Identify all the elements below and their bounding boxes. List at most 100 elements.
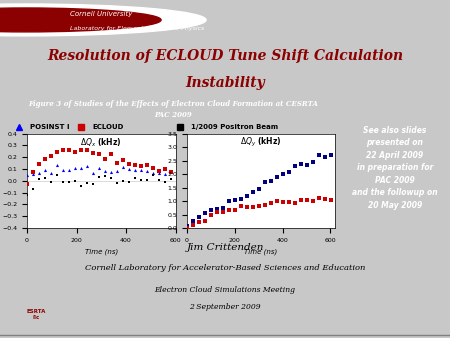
Point bbox=[113, 180, 121, 186]
Point bbox=[213, 210, 220, 215]
Point bbox=[155, 170, 162, 175]
Point bbox=[189, 218, 196, 224]
Point bbox=[108, 169, 115, 174]
Point bbox=[149, 166, 157, 171]
Text: POSINST I: POSINST I bbox=[30, 124, 70, 130]
Point bbox=[273, 174, 280, 180]
Point bbox=[183, 225, 190, 231]
Text: 2 September 2009: 2 September 2009 bbox=[189, 304, 261, 311]
Point bbox=[36, 161, 43, 166]
Point bbox=[315, 152, 322, 158]
Point bbox=[113, 168, 121, 174]
Point bbox=[167, 170, 175, 175]
Text: Figure 3 of Studies of the Effects of Electron Cloud Formation at CESRTA: Figure 3 of Studies of the Effects of El… bbox=[28, 99, 318, 107]
Text: ESRTA
ilc: ESRTA ilc bbox=[26, 309, 46, 320]
Point bbox=[95, 165, 103, 171]
Point bbox=[65, 179, 72, 185]
Point bbox=[261, 202, 268, 208]
Point bbox=[144, 177, 151, 183]
Point bbox=[90, 182, 97, 187]
Text: Resolution of ECLOUD Tune Shift Calculation: Resolution of ECLOUD Tune Shift Calculat… bbox=[47, 49, 403, 63]
Point bbox=[23, 192, 31, 198]
Point bbox=[321, 196, 328, 202]
Point bbox=[137, 177, 144, 183]
Point bbox=[237, 204, 244, 209]
Point bbox=[29, 172, 36, 177]
Point bbox=[54, 149, 61, 154]
Point bbox=[119, 165, 126, 170]
Point bbox=[83, 148, 90, 153]
Point bbox=[219, 206, 226, 211]
Circle shape bbox=[0, 4, 206, 36]
Point bbox=[321, 154, 328, 160]
Point bbox=[137, 168, 144, 173]
Point bbox=[189, 223, 196, 228]
Point bbox=[65, 148, 72, 153]
Text: $\Delta Q_y$ (kHz): $\Delta Q_y$ (kHz) bbox=[240, 136, 282, 149]
Point bbox=[23, 182, 31, 187]
Point bbox=[126, 161, 133, 167]
Point bbox=[54, 162, 61, 167]
Point bbox=[47, 170, 54, 175]
Point bbox=[90, 150, 97, 155]
Point bbox=[83, 164, 90, 169]
Point bbox=[47, 153, 54, 159]
Point bbox=[195, 214, 203, 219]
Point bbox=[207, 212, 214, 218]
Point bbox=[101, 174, 108, 179]
Point bbox=[255, 203, 262, 208]
Point bbox=[273, 198, 280, 203]
Point bbox=[155, 168, 162, 173]
Point bbox=[231, 197, 239, 202]
Point bbox=[231, 207, 239, 213]
Point bbox=[23, 172, 31, 177]
Point bbox=[54, 172, 61, 177]
Point bbox=[297, 161, 304, 167]
Point bbox=[108, 152, 115, 157]
Circle shape bbox=[0, 8, 161, 32]
Point bbox=[255, 187, 262, 192]
Point bbox=[95, 151, 103, 156]
Point bbox=[47, 179, 54, 185]
Text: 1/2009 Positron Beam: 1/2009 Positron Beam bbox=[191, 124, 279, 130]
X-axis label: Time (ns): Time (ns) bbox=[244, 248, 278, 255]
Point bbox=[183, 223, 190, 229]
Point bbox=[327, 152, 334, 158]
Point bbox=[113, 160, 121, 166]
Text: Cornell Laboratory for Accelerator-Based Sciences and Education: Cornell Laboratory for Accelerator-Based… bbox=[85, 264, 365, 272]
Point bbox=[144, 169, 151, 174]
Point bbox=[201, 210, 208, 216]
Point bbox=[119, 178, 126, 184]
Point bbox=[72, 150, 79, 155]
Point bbox=[267, 179, 274, 184]
Point bbox=[77, 165, 85, 170]
Point bbox=[279, 199, 286, 205]
Point bbox=[291, 200, 298, 206]
Point bbox=[108, 175, 115, 181]
Point bbox=[131, 162, 139, 167]
Point bbox=[126, 179, 133, 184]
Point bbox=[95, 174, 103, 180]
Point bbox=[131, 168, 139, 173]
Point bbox=[155, 177, 162, 183]
Point bbox=[303, 163, 310, 168]
Point bbox=[131, 175, 139, 180]
Point bbox=[167, 176, 175, 182]
Point bbox=[119, 157, 126, 162]
Point bbox=[72, 178, 79, 184]
Point bbox=[327, 197, 334, 203]
Point bbox=[309, 159, 316, 165]
Point bbox=[201, 218, 208, 223]
Point bbox=[126, 166, 133, 172]
Text: Laboratory for Elementary-Particle Physics: Laboratory for Elementary-Particle Physi… bbox=[70, 26, 204, 31]
Point bbox=[162, 179, 169, 185]
Point bbox=[90, 170, 97, 176]
Point bbox=[41, 175, 49, 181]
Point bbox=[225, 207, 232, 213]
Point bbox=[315, 195, 322, 200]
Point bbox=[297, 197, 304, 203]
Text: PAC 2009: PAC 2009 bbox=[154, 111, 192, 119]
Point bbox=[267, 201, 274, 206]
Point bbox=[213, 206, 220, 211]
Point bbox=[83, 180, 90, 186]
